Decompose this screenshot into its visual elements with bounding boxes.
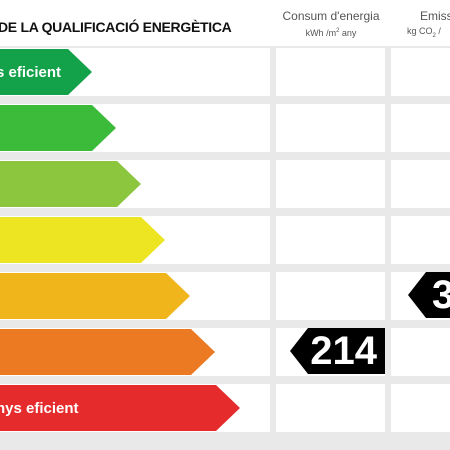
emissions-cell <box>391 160 450 208</box>
rating-band-label: nys eficient <box>0 400 79 417</box>
rating-band-label: s eficient <box>0 64 62 81</box>
emissions-cell <box>391 48 450 96</box>
rating-band-arrow <box>0 105 116 151</box>
band-row <box>0 216 270 264</box>
band-row <box>0 160 270 208</box>
band-row: s eficient <box>0 48 270 96</box>
emissions-column-unit: kg CO2 / <box>407 26 441 39</box>
energy-cell <box>276 104 385 152</box>
emissions-cell <box>391 384 450 432</box>
band-row <box>0 272 270 320</box>
energy-cell <box>276 216 385 264</box>
energy-cell <box>276 384 385 432</box>
energy-cell <box>276 48 385 96</box>
band-row <box>0 328 270 376</box>
band-row <box>0 104 270 152</box>
energy-column-unit: kWh /m2 any <box>305 28 357 38</box>
rating-band-arrow <box>0 161 141 207</box>
energy-column-header: Consum d'energia kWh /m2 any <box>276 9 386 41</box>
rating-band-arrow <box>0 273 190 319</box>
emissions-cell <box>391 328 450 376</box>
page-title: DE LA QUALIFICACIÓ ENERGÈTICA <box>0 19 232 35</box>
energy-rating-badge: 214 <box>290 328 385 374</box>
rating-band-arrow: nys eficient <box>0 385 240 431</box>
band-row: nys eficient <box>0 384 270 432</box>
emissions-column-header: Emissi kg CO2 / <box>395 9 450 44</box>
emissions-cell <box>391 216 450 264</box>
header-bar <box>0 0 450 46</box>
energy-column-title: Consum d'energia <box>282 9 380 23</box>
energy-cell <box>276 272 385 320</box>
emissions-column-title: Emissi <box>420 9 450 23</box>
energy-cell <box>276 160 385 208</box>
rating-band-arrow <box>0 329 215 375</box>
rating-band-arrow: s eficient <box>0 49 92 95</box>
emissions-cell <box>391 104 450 152</box>
rating-band-arrow <box>0 217 165 263</box>
